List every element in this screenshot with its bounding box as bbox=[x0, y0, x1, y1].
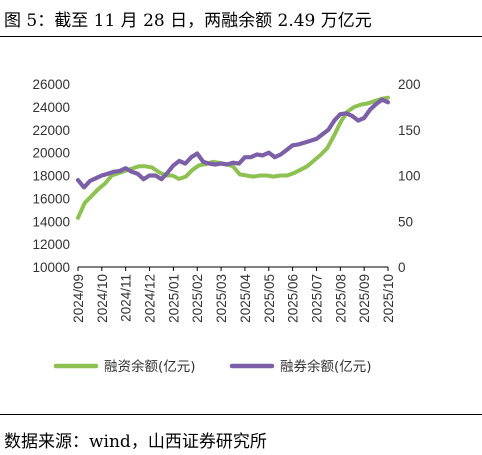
securities-lending-line bbox=[75, 97, 391, 190]
left-axis-tick-label: 24000 bbox=[32, 100, 70, 115]
left-axis-tick-label: 26000 bbox=[32, 77, 70, 92]
legend-label-2: 融券余额(亿元) bbox=[280, 358, 372, 375]
x-axis-tick-label: 2025/03 bbox=[214, 274, 229, 323]
x-axis-tick-label: 2025/10 bbox=[381, 274, 396, 323]
x-axis-tick-label: 2024/11 bbox=[119, 274, 134, 322]
x-axis-tick-label: 2024/12 bbox=[143, 274, 158, 323]
x-axis-tick-label: 2025/04 bbox=[238, 274, 253, 323]
left-axis-tick-label: 12000 bbox=[32, 237, 70, 252]
chart-legend: 融资余额(亿元) 融券余额(亿元) bbox=[53, 358, 372, 375]
x-axis-tick-label: 2024/09 bbox=[71, 274, 86, 323]
right-axis-tick-label: 0 bbox=[398, 260, 406, 275]
right-axis-tick-label: 100 bbox=[398, 169, 421, 184]
chart-series bbox=[75, 95, 391, 220]
left-axis-tick-label: 16000 bbox=[32, 191, 70, 206]
x-axis-tick-label: 2025/02 bbox=[190, 274, 205, 323]
x-axis-tick-label: 2025/05 bbox=[262, 274, 277, 323]
right-axis-tick-label: 50 bbox=[398, 214, 413, 229]
legend-label-1: 融资余额(亿元) bbox=[104, 358, 196, 375]
x-axis-tick-label: 2025/07 bbox=[309, 274, 324, 323]
bottom-rule bbox=[0, 414, 482, 415]
left-axis-tick-label: 14000 bbox=[32, 214, 70, 229]
left-axis-tick-label: 20000 bbox=[32, 146, 70, 161]
x-axis-tick-label: 2025/06 bbox=[286, 274, 301, 323]
left-axis-tick-label: 22000 bbox=[32, 123, 70, 138]
x-axis-tick-label: 2025/08 bbox=[333, 274, 348, 323]
x-axis-tick-label: 2025/01 bbox=[166, 274, 181, 323]
line-chart: 10000 12000 14000 16000 18000 20000 22000 24000… bbox=[32, 77, 420, 375]
x-axis-tick-label: 2024/10 bbox=[95, 274, 110, 323]
source-note: 数据来源：wind，山西证券研究所 bbox=[4, 432, 267, 452]
left-axis-tick-label: 10000 bbox=[32, 260, 70, 275]
chart-axes: 10000 12000 14000 16000 18000 20000 22000 24000… bbox=[32, 77, 420, 323]
right-axis-tick-label: 150 bbox=[398, 123, 421, 138]
figure-title: 图 5：截至 11 月 28 日，两融余额 2.49 万亿元 bbox=[4, 11, 372, 31]
right-axis-tick-label: 200 bbox=[398, 77, 421, 92]
top-rule bbox=[0, 36, 482, 37]
x-axis-tick-label: 2025/09 bbox=[357, 274, 372, 323]
left-axis-tick-label: 18000 bbox=[32, 169, 70, 184]
